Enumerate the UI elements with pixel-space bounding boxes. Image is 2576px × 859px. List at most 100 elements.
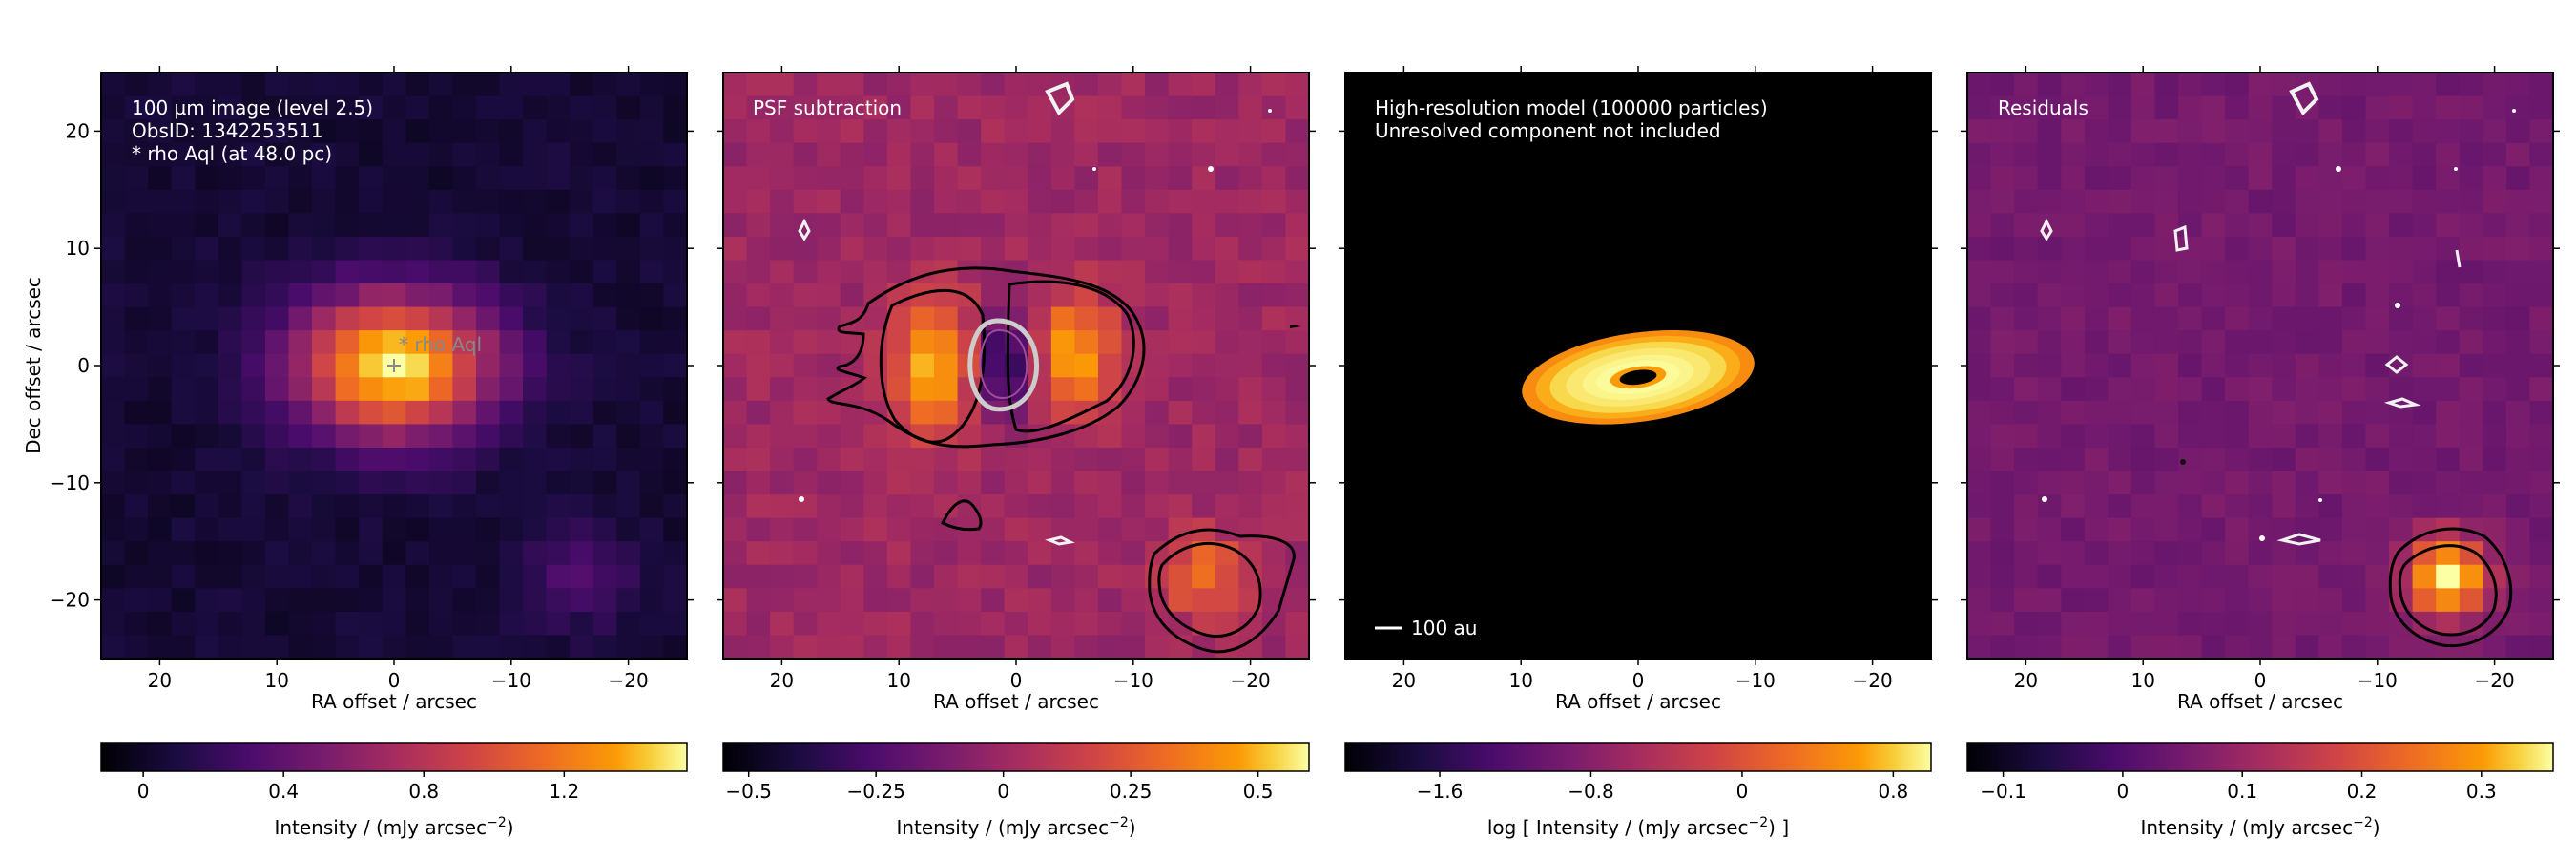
pixel xyxy=(124,119,149,144)
pixel xyxy=(2483,635,2507,659)
pixel xyxy=(148,95,173,120)
contour-dot-2 xyxy=(1208,166,1214,172)
pixel xyxy=(746,447,771,472)
pixel xyxy=(570,283,594,308)
pixel xyxy=(2412,283,2437,308)
pixel xyxy=(1168,330,1193,355)
pixel xyxy=(793,330,818,355)
pixel xyxy=(2178,119,2203,144)
pixel xyxy=(616,517,641,542)
pixel xyxy=(2459,95,2483,120)
pixel xyxy=(1028,166,1052,191)
pixel xyxy=(570,166,594,191)
pixel xyxy=(2412,377,2437,402)
pixel xyxy=(2201,353,2226,378)
pixel xyxy=(312,213,337,238)
pixel xyxy=(2341,588,2367,613)
pixel xyxy=(817,260,841,284)
pixel xyxy=(793,142,818,167)
pixel xyxy=(2178,166,2203,191)
pixel xyxy=(2108,471,2132,495)
pixel xyxy=(124,95,149,120)
pixel xyxy=(1192,119,1216,144)
pixel xyxy=(2436,471,2461,495)
pixel xyxy=(616,213,641,238)
pixel xyxy=(264,541,290,566)
pixel xyxy=(663,330,687,355)
pixel xyxy=(2483,260,2507,284)
pixel xyxy=(359,517,384,542)
pixel xyxy=(746,564,771,589)
pixel xyxy=(2459,189,2483,214)
pixel xyxy=(770,353,795,378)
pixel xyxy=(793,588,818,613)
pixel xyxy=(663,73,687,97)
pixel xyxy=(2014,635,2039,659)
pixel xyxy=(2201,213,2226,238)
pixel xyxy=(1145,283,1170,308)
pixel xyxy=(1215,119,1239,144)
pixel xyxy=(101,447,126,472)
pixel xyxy=(2483,611,2507,637)
pixel xyxy=(2225,166,2250,191)
pixel xyxy=(359,447,384,472)
pixel xyxy=(2178,213,2203,238)
pixel xyxy=(886,119,912,144)
pixel xyxy=(2201,635,2226,659)
pixel xyxy=(359,119,384,144)
pixel xyxy=(405,377,430,402)
pixel xyxy=(663,635,687,659)
pixel xyxy=(2178,588,2203,613)
pixel xyxy=(886,471,912,495)
pixel xyxy=(546,424,571,449)
pixel xyxy=(2529,213,2553,238)
pixel xyxy=(499,447,524,472)
pixel xyxy=(335,306,360,331)
pixel xyxy=(2061,119,2086,144)
pixel xyxy=(1285,213,1309,238)
pixel xyxy=(382,377,406,402)
pixel xyxy=(428,73,453,97)
pixel xyxy=(241,517,266,542)
pixel xyxy=(1285,189,1309,214)
pixel xyxy=(2014,95,2039,120)
pixel xyxy=(382,283,406,308)
pixel xyxy=(957,471,982,495)
pixel xyxy=(382,447,406,472)
pixel xyxy=(1050,166,1075,191)
pixel xyxy=(523,494,548,519)
pixel xyxy=(2178,377,2203,402)
panel-3-axes: 20 10 0 −10 −20 xyxy=(1339,66,1938,692)
pixel xyxy=(2201,424,2226,449)
pixel xyxy=(452,213,477,238)
pixel xyxy=(2130,564,2156,589)
pixel xyxy=(886,494,912,519)
pixel xyxy=(981,213,1006,238)
pixel xyxy=(499,588,524,613)
pixel xyxy=(2459,213,2483,238)
pixel xyxy=(616,377,641,402)
pixel xyxy=(2154,166,2179,191)
pixel xyxy=(1050,471,1075,495)
pixel xyxy=(2037,236,2062,262)
pixel xyxy=(639,95,665,120)
pixel xyxy=(2201,494,2226,519)
pixel xyxy=(1074,447,1099,472)
pixel xyxy=(770,424,795,449)
pixel xyxy=(2341,189,2367,214)
pixel xyxy=(1215,142,1239,167)
pixel xyxy=(241,330,266,355)
pixel xyxy=(910,471,935,495)
pixel xyxy=(863,494,888,519)
pixel xyxy=(1990,95,2015,120)
pixel xyxy=(2318,213,2343,238)
pixel xyxy=(1990,189,2015,214)
pixel xyxy=(1215,330,1239,355)
pixel xyxy=(2014,213,2039,238)
pixel xyxy=(171,73,196,97)
pixel xyxy=(639,330,665,355)
pixel xyxy=(312,471,337,495)
pixel xyxy=(241,95,266,120)
pixel xyxy=(452,330,477,355)
pixel xyxy=(723,377,748,402)
